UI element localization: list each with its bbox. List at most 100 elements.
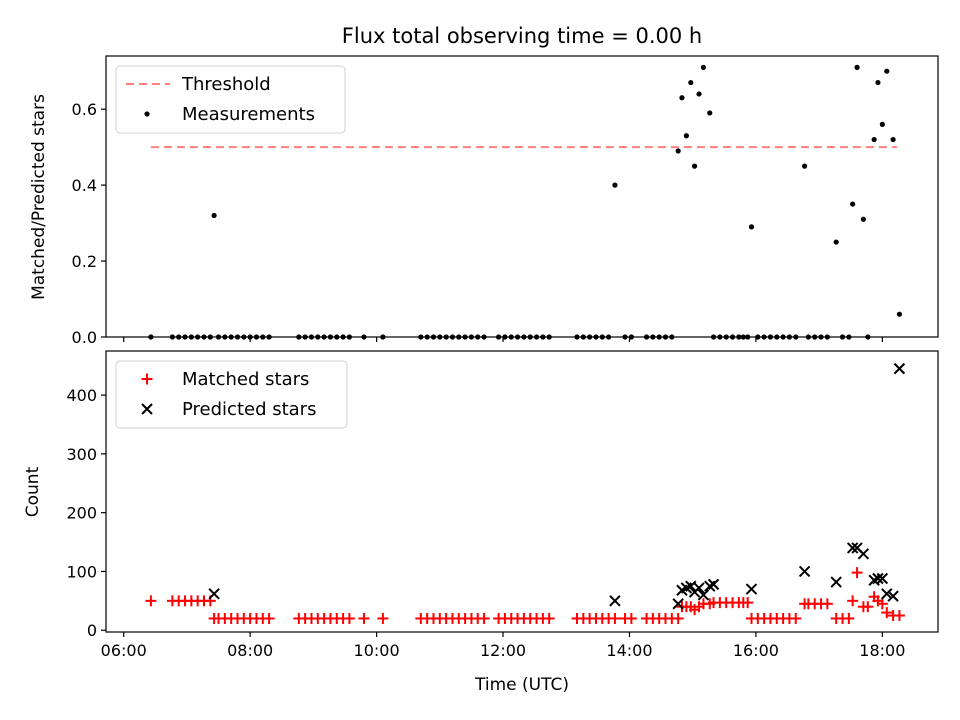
top-y-tick-label: 0.6 bbox=[72, 100, 97, 119]
matched-star-point bbox=[843, 612, 855, 624]
x-tick-label: 18:00 bbox=[859, 641, 905, 660]
top-legend-box bbox=[115, 65, 346, 134]
predicted-star-point bbox=[893, 362, 906, 375]
top-panel: 0.0 0.2 0.4 0.6 Matched/Predicted stars Thr… bbox=[29, 55, 939, 347]
top-y-ticks: 0.0 0.2 0.4 0.6 bbox=[72, 100, 106, 347]
measurement-point bbox=[675, 148, 681, 154]
predicted-star-point bbox=[609, 595, 621, 607]
matched-star-point bbox=[609, 612, 621, 624]
legend-predicted-label: Predicted stars bbox=[182, 399, 316, 420]
predicted-star-point bbox=[830, 576, 842, 588]
matched-star-point bbox=[672, 612, 684, 624]
measurement-point bbox=[860, 216, 866, 222]
bottom-legend-box bbox=[115, 360, 348, 429]
predicted-star-point bbox=[707, 578, 720, 591]
matched-star-point bbox=[851, 567, 863, 579]
predicted-star-point bbox=[876, 572, 889, 585]
legend-measurements-label: Measurements bbox=[182, 104, 315, 125]
predicted-star-point bbox=[693, 582, 705, 594]
x-axis-label: Time (UTC) bbox=[474, 675, 569, 695]
top-y-tick-label: 0.4 bbox=[72, 176, 97, 195]
top-y-tick-label: 0.2 bbox=[72, 252, 97, 271]
measurement-point bbox=[707, 110, 713, 116]
measurement-point bbox=[802, 163, 808, 169]
predicted-star-point bbox=[887, 590, 899, 602]
chart-title: Flux total observing time = 0.00 h bbox=[342, 24, 702, 48]
matched-star-point bbox=[377, 612, 389, 624]
measurement-point bbox=[890, 136, 896, 143]
legend-matched-label: Matched stars bbox=[182, 369, 309, 390]
matched-star-point bbox=[881, 607, 893, 619]
bottom-y-tick-label: 100 bbox=[66, 562, 97, 581]
measurement-point bbox=[875, 79, 881, 86]
measurement-point bbox=[211, 212, 217, 219]
matched-star-point bbox=[343, 612, 355, 624]
legend-matched-marker bbox=[141, 373, 153, 385]
matched-star-point bbox=[847, 595, 859, 607]
matched-star-point bbox=[478, 612, 490, 624]
top-y-axis-label: Matched/Predicted stars bbox=[29, 94, 49, 300]
predicted-star-point bbox=[798, 565, 811, 578]
matched-star-point bbox=[893, 610, 905, 622]
legend-predicted-marker bbox=[141, 403, 153, 415]
measurement-point bbox=[854, 64, 860, 70]
measurement-point bbox=[748, 224, 755, 230]
top-legend: Threshold Measurements bbox=[115, 65, 346, 134]
x-tick-label: 10:00 bbox=[354, 641, 400, 660]
matched-star-point bbox=[543, 612, 555, 624]
predicted-star-point bbox=[697, 589, 710, 601]
measurement-point bbox=[691, 163, 698, 169]
bottom-y-tick-label: 0 bbox=[87, 621, 97, 640]
top-y-tick-label: 0.0 bbox=[72, 328, 97, 347]
predicted-star-point bbox=[872, 572, 884, 585]
measurement-point bbox=[833, 239, 839, 245]
legend-threshold-label: Threshold bbox=[181, 74, 271, 95]
x-tick-label: 06:00 bbox=[101, 641, 147, 660]
matched-star-point bbox=[876, 598, 888, 610]
legend-predicted-swatch bbox=[141, 403, 153, 415]
top-panel-frame bbox=[105, 55, 939, 338]
matched-star-point bbox=[625, 612, 637, 624]
matched-star-point bbox=[790, 612, 802, 624]
measurement-point bbox=[879, 121, 885, 127]
bottom-y-tick-label: 200 bbox=[66, 504, 97, 523]
bottom-panel: 0 100 200 300 400 06:00 08:00 10:00 12:00 14:00 1… bbox=[23, 350, 939, 695]
bottom-y-axis-label: Count bbox=[23, 466, 43, 517]
matched-star-point bbox=[862, 601, 874, 613]
measurement-point bbox=[884, 68, 890, 74]
predicted-star-point bbox=[846, 542, 859, 554]
x-tick-label: 14:00 bbox=[606, 641, 652, 660]
predicted-star-point bbox=[745, 583, 758, 595]
matched-star-point bbox=[821, 598, 833, 610]
legend-measurements-swatch bbox=[144, 111, 150, 117]
predicted-star-point bbox=[208, 588, 220, 600]
measurement-point bbox=[679, 95, 685, 101]
predicted-star-point bbox=[857, 548, 870, 560]
measurement-point bbox=[700, 64, 707, 70]
bottom-panel-frame bbox=[105, 350, 939, 633]
bottom-legend: Matched stars Predicted stars bbox=[115, 360, 348, 429]
matched-star-point bbox=[358, 612, 370, 624]
matched-star-point bbox=[263, 612, 275, 624]
predicted-stars-points bbox=[208, 362, 906, 610]
top-x-ticks bbox=[123, 337, 883, 342]
measurement-point bbox=[896, 311, 903, 317]
bottom-x-ticks: 06:00 08:00 10:00 12:00 14:00 16:00 18:00 bbox=[101, 632, 905, 660]
measurement-point bbox=[850, 201, 856, 207]
measurement-point bbox=[612, 182, 618, 188]
measurement-point bbox=[688, 79, 694, 86]
x-tick-label: 16:00 bbox=[733, 641, 779, 660]
matched-star-point bbox=[742, 597, 754, 609]
measurement-point bbox=[683, 133, 689, 139]
bottom-y-tick-label: 400 bbox=[66, 386, 97, 405]
measurement-point bbox=[696, 91, 702, 97]
predicted-star-point bbox=[881, 588, 893, 600]
measurement-point bbox=[871, 136, 877, 143]
legend-matched-swatch bbox=[141, 373, 153, 385]
predicted-star-point bbox=[672, 598, 684, 610]
matched-stars-points bbox=[145, 567, 905, 624]
bottom-y-tick-label: 300 bbox=[66, 445, 97, 464]
matched-star-point bbox=[145, 595, 157, 607]
x-tick-label: 08:00 bbox=[227, 641, 273, 660]
